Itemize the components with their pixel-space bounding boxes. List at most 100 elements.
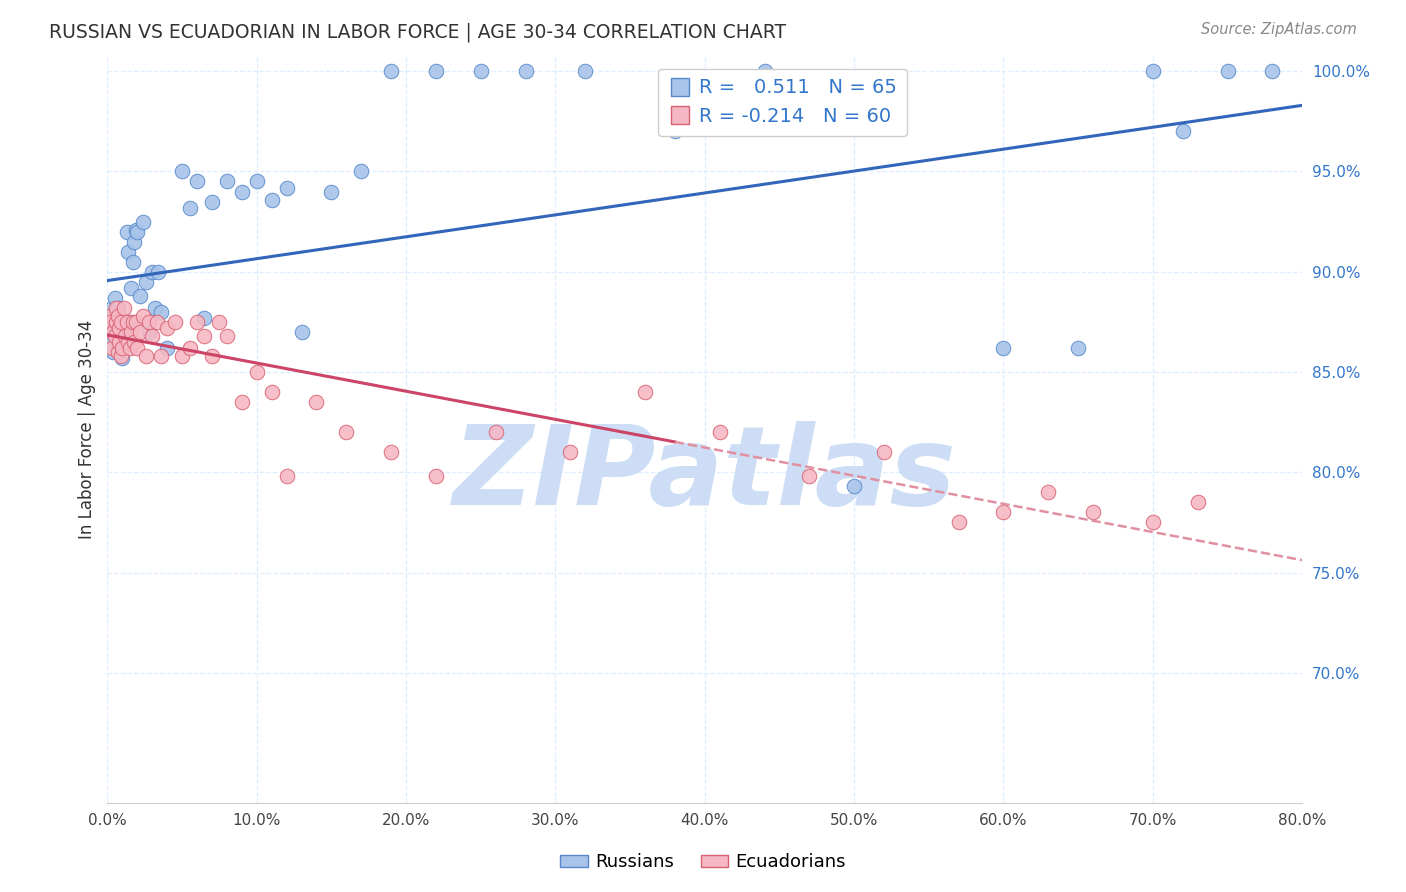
- Point: [208, 315, 231, 329]
- Legend: R =   0.511   N = 65, R = -0.214   N = 60: R = 0.511 N = 65, R = -0.214 N = 60: [658, 69, 907, 136]
- Point: [101, 301, 124, 315]
- Point: [1216, 64, 1239, 78]
- Point: [129, 289, 152, 303]
- Point: [231, 185, 253, 199]
- Point: [111, 315, 134, 329]
- Point: [103, 325, 125, 339]
- Point: [179, 201, 201, 215]
- Point: [156, 321, 179, 335]
- Point: [117, 244, 139, 259]
- Point: [193, 329, 215, 343]
- Point: [709, 425, 731, 440]
- Point: [127, 225, 149, 239]
- Point: [425, 469, 447, 483]
- Point: [145, 315, 167, 329]
- Point: [470, 64, 492, 78]
- Point: [107, 345, 129, 359]
- Point: [127, 341, 149, 355]
- Point: [276, 469, 298, 483]
- Point: [276, 180, 298, 194]
- Point: [107, 315, 129, 329]
- Point: [1142, 64, 1164, 78]
- Point: [111, 351, 134, 365]
- Point: [246, 365, 269, 379]
- Point: [122, 235, 145, 249]
- Y-axis label: In Labor Force | Age 30-34: In Labor Force | Age 30-34: [79, 319, 96, 539]
- Legend: Russians, Ecuadorians: Russians, Ecuadorians: [553, 847, 853, 879]
- Point: [98, 309, 121, 323]
- Point: [150, 305, 173, 319]
- Point: [97, 315, 120, 329]
- Point: [156, 341, 179, 355]
- Text: ZIPatlas: ZIPatlas: [453, 420, 956, 527]
- Point: [118, 315, 141, 329]
- Point: [108, 325, 131, 339]
- Point: [112, 325, 135, 339]
- Point: [110, 339, 132, 353]
- Point: [125, 222, 148, 236]
- Point: [993, 505, 1015, 519]
- Point: [1187, 495, 1209, 509]
- Point: [321, 185, 343, 199]
- Point: [98, 315, 121, 329]
- Point: [170, 349, 193, 363]
- Point: [993, 341, 1015, 355]
- Point: [111, 341, 134, 355]
- Point: [125, 315, 148, 329]
- Point: [120, 325, 142, 339]
- Point: [115, 225, 138, 239]
- Point: [163, 315, 186, 329]
- Point: [290, 325, 312, 339]
- Point: [186, 174, 208, 188]
- Point: [112, 301, 135, 315]
- Point: [101, 334, 124, 349]
- Point: [150, 349, 173, 363]
- Point: [103, 345, 125, 359]
- Point: [215, 329, 238, 343]
- Point: [110, 315, 132, 329]
- Point: [260, 193, 283, 207]
- Point: [425, 64, 447, 78]
- Point: [201, 349, 224, 363]
- Point: [138, 325, 160, 339]
- Point: [948, 516, 970, 530]
- Point: [1038, 485, 1060, 500]
- Point: [1171, 124, 1194, 138]
- Point: [117, 334, 139, 349]
- Point: [121, 315, 143, 329]
- Point: [179, 341, 201, 355]
- Point: [114, 329, 136, 343]
- Point: [842, 479, 865, 493]
- Point: [107, 309, 129, 323]
- Point: [215, 174, 238, 188]
- Point: [193, 310, 215, 325]
- Text: Source: ZipAtlas.com: Source: ZipAtlas.com: [1201, 22, 1357, 37]
- Point: [135, 275, 157, 289]
- Point: [97, 309, 120, 323]
- Point: [873, 445, 896, 459]
- Point: [104, 291, 127, 305]
- Point: [560, 445, 582, 459]
- Point: [98, 321, 121, 335]
- Point: [1081, 505, 1104, 519]
- Point: [120, 281, 142, 295]
- Point: [105, 329, 128, 343]
- Point: [380, 445, 402, 459]
- Point: [108, 334, 131, 349]
- Point: [201, 194, 224, 209]
- Point: [110, 321, 132, 335]
- Point: [115, 315, 138, 329]
- Text: RUSSIAN VS ECUADORIAN IN LABOR FORCE | AGE 30-34 CORRELATION CHART: RUSSIAN VS ECUADORIAN IN LABOR FORCE | A…: [49, 22, 786, 42]
- Point: [754, 64, 776, 78]
- Point: [104, 329, 127, 343]
- Point: [141, 265, 163, 279]
- Point: [380, 64, 402, 78]
- Point: [132, 309, 155, 323]
- Point: [350, 164, 373, 178]
- Point: [574, 64, 596, 78]
- Point: [305, 395, 328, 409]
- Point: [114, 329, 136, 343]
- Point: [143, 301, 166, 315]
- Point: [129, 325, 152, 339]
- Point: [132, 214, 155, 228]
